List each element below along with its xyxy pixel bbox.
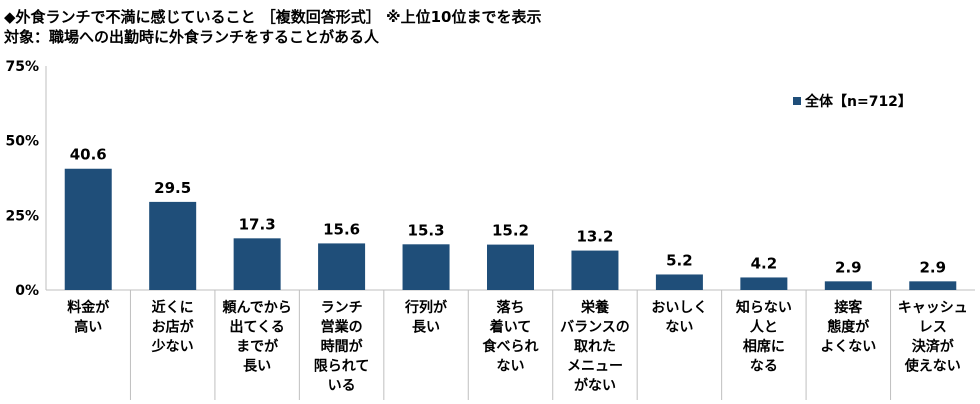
data-label: 15.3: [408, 221, 445, 239]
x-tick-label: 料金が: [67, 299, 110, 316]
x-tick-label: 長い: [243, 359, 271, 375]
x-tick-label: 相席に: [743, 338, 785, 355]
bar: [909, 281, 957, 290]
x-tick-label: 決済が: [912, 338, 955, 355]
bar: [233, 238, 281, 290]
y-tick-label: 25%: [5, 208, 39, 224]
x-tick-label: 近くに: [152, 299, 194, 316]
x-tick-label: 高い: [74, 319, 102, 336]
x-tick-label: お店が: [152, 319, 195, 336]
x-tick-label: 取れた: [574, 339, 616, 355]
bar: [318, 243, 366, 290]
x-tick-label: 少ない: [151, 338, 194, 355]
x-tick-label: おいしく: [651, 300, 707, 316]
bar: [149, 201, 197, 290]
x-tick-label: がない: [574, 377, 616, 394]
bar: [64, 168, 112, 290]
bar: [740, 277, 788, 290]
x-tick-label: 頼んでから: [222, 299, 291, 316]
x-tick-label: ない: [665, 320, 693, 336]
bar: [487, 244, 534, 290]
x-tick-label: レス: [919, 320, 947, 336]
x-tick-label: 知らない: [736, 299, 792, 316]
x-tick-label: 出てくる: [229, 319, 284, 336]
x-tick-label: ない: [497, 359, 525, 375]
x-tick-label: 人と: [750, 319, 778, 336]
legend-swatch: [793, 97, 801, 105]
bar: [402, 244, 450, 290]
x-tick-label: 長い: [412, 320, 440, 336]
x-tick-label: よくない: [820, 339, 876, 355]
data-label: 2.9: [835, 258, 862, 276]
x-tick-label: 食べられ: [483, 338, 539, 355]
x-tick-label: までが: [236, 338, 279, 355]
data-label: 40.6: [70, 146, 107, 164]
x-tick-label: 態度が: [827, 319, 870, 336]
bar: [571, 250, 619, 290]
data-label: 15.6: [323, 220, 360, 238]
bar: [655, 274, 703, 290]
x-tick-label: 行列が: [404, 299, 448, 316]
x-tick-label: メニュー: [567, 359, 623, 375]
y-tick-label: 0%: [15, 283, 39, 299]
x-tick-label: 接客: [834, 299, 863, 316]
chart-subtitle: 対象：職場への出勤時に外食ランチをすることがある人: [4, 28, 380, 46]
data-label: 4.2: [751, 254, 778, 272]
x-tick-label: 着いて: [489, 319, 532, 336]
x-tick-label: 営業の: [321, 319, 363, 336]
chart-title: ◆外食ランチで不満に感じていること ［複数回答形式］ ※上位10位までを表示: [4, 8, 542, 26]
x-tick-label: バランスの: [560, 320, 630, 336]
y-tick-label: 75%: [5, 59, 39, 75]
bar: [824, 281, 872, 290]
x-tick-label: 限られて: [314, 359, 370, 375]
data-label: 2.9: [919, 258, 946, 276]
data-label: 15.2: [492, 222, 529, 240]
x-tick-label: なる: [750, 359, 778, 375]
legend-label: 全体【n=712】: [804, 93, 912, 110]
data-label: 17.3: [239, 215, 276, 233]
x-tick-label: キャッシュ: [898, 300, 968, 316]
x-tick-label: 時間が: [321, 338, 364, 355]
x-tick-label: 使えない: [904, 358, 961, 375]
x-tick-label: 栄養: [580, 299, 609, 316]
x-tick-label: 落ち: [497, 299, 525, 316]
x-tick-label: ランチ: [321, 300, 363, 316]
x-tick-label: いる: [328, 378, 356, 394]
data-label: 29.5: [154, 179, 191, 197]
data-label: 5.2: [666, 251, 693, 269]
y-tick-label: 50%: [5, 134, 39, 150]
data-label: 13.2: [576, 228, 613, 246]
